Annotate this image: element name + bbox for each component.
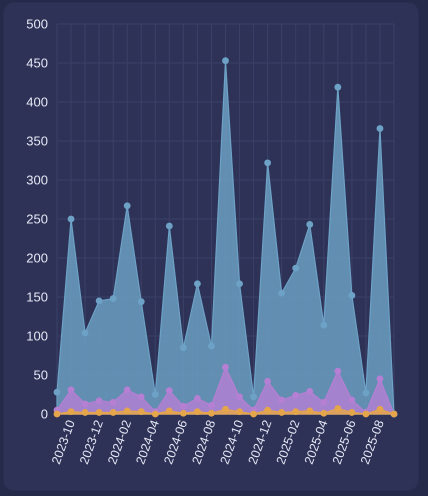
data-point-s2-6[interactable] (137, 408, 145, 416)
x-tick-label-11: 2025-08 (358, 418, 387, 466)
data-point-s2-8[interactable] (165, 407, 173, 415)
data-point-s0-22[interactable] (362, 389, 370, 397)
data-point-s1-1[interactable] (67, 386, 75, 394)
y-tick-label-10: 500 (26, 17, 48, 32)
data-point-s0-21[interactable] (348, 292, 356, 299)
data-point-s0-17[interactable] (292, 264, 300, 272)
data-point-s0-8[interactable] (165, 222, 173, 230)
x-tick-label-7: 2024-12 (246, 418, 275, 466)
series-areas (56, 60, 395, 415)
data-point-s2-21[interactable] (348, 409, 356, 416)
data-point-s0-11[interactable] (208, 342, 215, 350)
series-area-0 (56, 60, 395, 415)
data-point-s0-3[interactable] (95, 297, 103, 305)
x-axis: 2023-10 2023-12 2024-02 2024-04 2024-06 2024-… (49, 418, 387, 466)
data-point-s2-7[interactable] (151, 410, 159, 418)
data-point-s1-18[interactable] (306, 387, 314, 395)
data-point-s1-19[interactable] (320, 398, 328, 406)
y-tick-label-5: 250 (26, 212, 48, 227)
data-point-s2-2[interactable] (81, 409, 89, 416)
data-point-s0-19[interactable] (320, 321, 328, 329)
data-point-s2-11[interactable] (208, 409, 215, 417)
y-tick-label-0: 0 (41, 407, 48, 422)
y-tick-label-7: 350 (26, 134, 48, 149)
y-tick-label-9: 450 (26, 56, 48, 71)
data-point-s1-8[interactable] (165, 387, 173, 394)
data-point-s0-10[interactable] (194, 280, 201, 288)
data-point-s2-3[interactable] (95, 409, 103, 416)
data-point-s1-21[interactable] (348, 396, 356, 404)
data-point-s2-5[interactable] (123, 407, 131, 415)
data-point-s1-20[interactable] (334, 367, 342, 375)
data-point-s2-19[interactable] (320, 409, 328, 417)
x-tick-label-3: 2024-04 (133, 418, 162, 466)
data-point-s2-22[interactable] (362, 410, 370, 418)
data-point-s0-0[interactable] (53, 388, 61, 396)
data-point-s0-7[interactable] (151, 391, 159, 398)
data-point-s1-23[interactable] (376, 375, 384, 383)
data-point-s1-17[interactable] (292, 391, 300, 399)
data-point-s1-12[interactable] (222, 363, 229, 371)
data-point-s0-4[interactable] (109, 295, 117, 302)
data-point-s0-18[interactable] (306, 221, 314, 228)
data-point-s0-12[interactable] (222, 57, 229, 65)
data-point-s2-17[interactable] (292, 408, 300, 416)
data-point-s2-1[interactable] (67, 408, 75, 416)
y-tick-label-6: 300 (26, 173, 48, 188)
data-point-s1-13[interactable] (236, 393, 243, 401)
data-point-s1-5[interactable] (123, 386, 131, 394)
data-point-s2-18[interactable] (306, 407, 314, 415)
data-point-s2-15[interactable] (264, 406, 272, 414)
data-point-s2-23[interactable] (376, 405, 384, 413)
data-point-s1-10[interactable] (194, 395, 201, 402)
data-point-s0-1[interactable] (67, 215, 75, 223)
x-tick-label-5: 2024-08 (189, 418, 218, 466)
data-point-s2-12[interactable] (222, 405, 229, 413)
series-points (53, 57, 398, 418)
y-tick-label-1: 50 (34, 368, 48, 383)
data-point-s0-5[interactable] (123, 202, 131, 210)
y-tick-label-8: 400 (26, 95, 48, 110)
data-point-s0-15[interactable] (264, 159, 272, 167)
data-point-s2-10[interactable] (194, 408, 201, 416)
data-point-s1-2[interactable] (81, 400, 89, 408)
x-tick-label-8: 2025-02 (274, 418, 303, 466)
data-point-s2-0[interactable] (53, 410, 61, 418)
y-tick-label-4: 200 (26, 251, 48, 266)
data-point-s0-2[interactable] (81, 329, 89, 337)
data-point-s2-9[interactable] (179, 409, 187, 417)
data-point-s1-15[interactable] (264, 377, 272, 385)
data-point-s0-13[interactable] (236, 280, 243, 288)
x-tick-label-4: 2024-06 (161, 418, 190, 466)
x-tick-label-2: 2024-02 (105, 418, 134, 466)
x-tick-label-0: 2023-10 (49, 418, 78, 466)
data-point-s1-4[interactable] (109, 398, 117, 406)
x-tick-label-10: 2025-06 (330, 418, 359, 466)
data-point-s2-4[interactable] (109, 409, 117, 416)
data-point-s0-23[interactable] (376, 125, 384, 132)
data-point-s2-14[interactable] (250, 410, 257, 418)
data-point-s2-13[interactable] (236, 408, 243, 416)
data-point-s1-6[interactable] (137, 393, 145, 401)
data-point-s1-16[interactable] (278, 396, 286, 404)
y-tick-label-2: 100 (26, 329, 48, 344)
data-point-s0-9[interactable] (179, 344, 187, 352)
data-point-s1-9[interactable] (179, 402, 187, 410)
data-point-s2-24[interactable] (390, 410, 398, 418)
x-tick-label-6: 2024-10 (218, 418, 247, 466)
data-point-s0-14[interactable] (250, 393, 257, 401)
y-axis: 0 50 100 150 200 250 300 350 400 450 500 (26, 17, 48, 422)
x-tick-label-9: 2025-04 (302, 418, 331, 466)
data-point-s1-3[interactable] (95, 397, 103, 405)
data-point-s0-20[interactable] (334, 83, 342, 91)
data-point-s1-11[interactable] (208, 402, 215, 409)
data-point-s2-20[interactable] (334, 405, 342, 412)
data-point-s0-6[interactable] (137, 298, 145, 306)
data-point-s2-16[interactable] (278, 409, 286, 416)
y-tick-label-3: 150 (26, 290, 48, 305)
x-tick-label-1: 2023-12 (77, 418, 106, 466)
data-point-s0-16[interactable] (278, 289, 286, 297)
